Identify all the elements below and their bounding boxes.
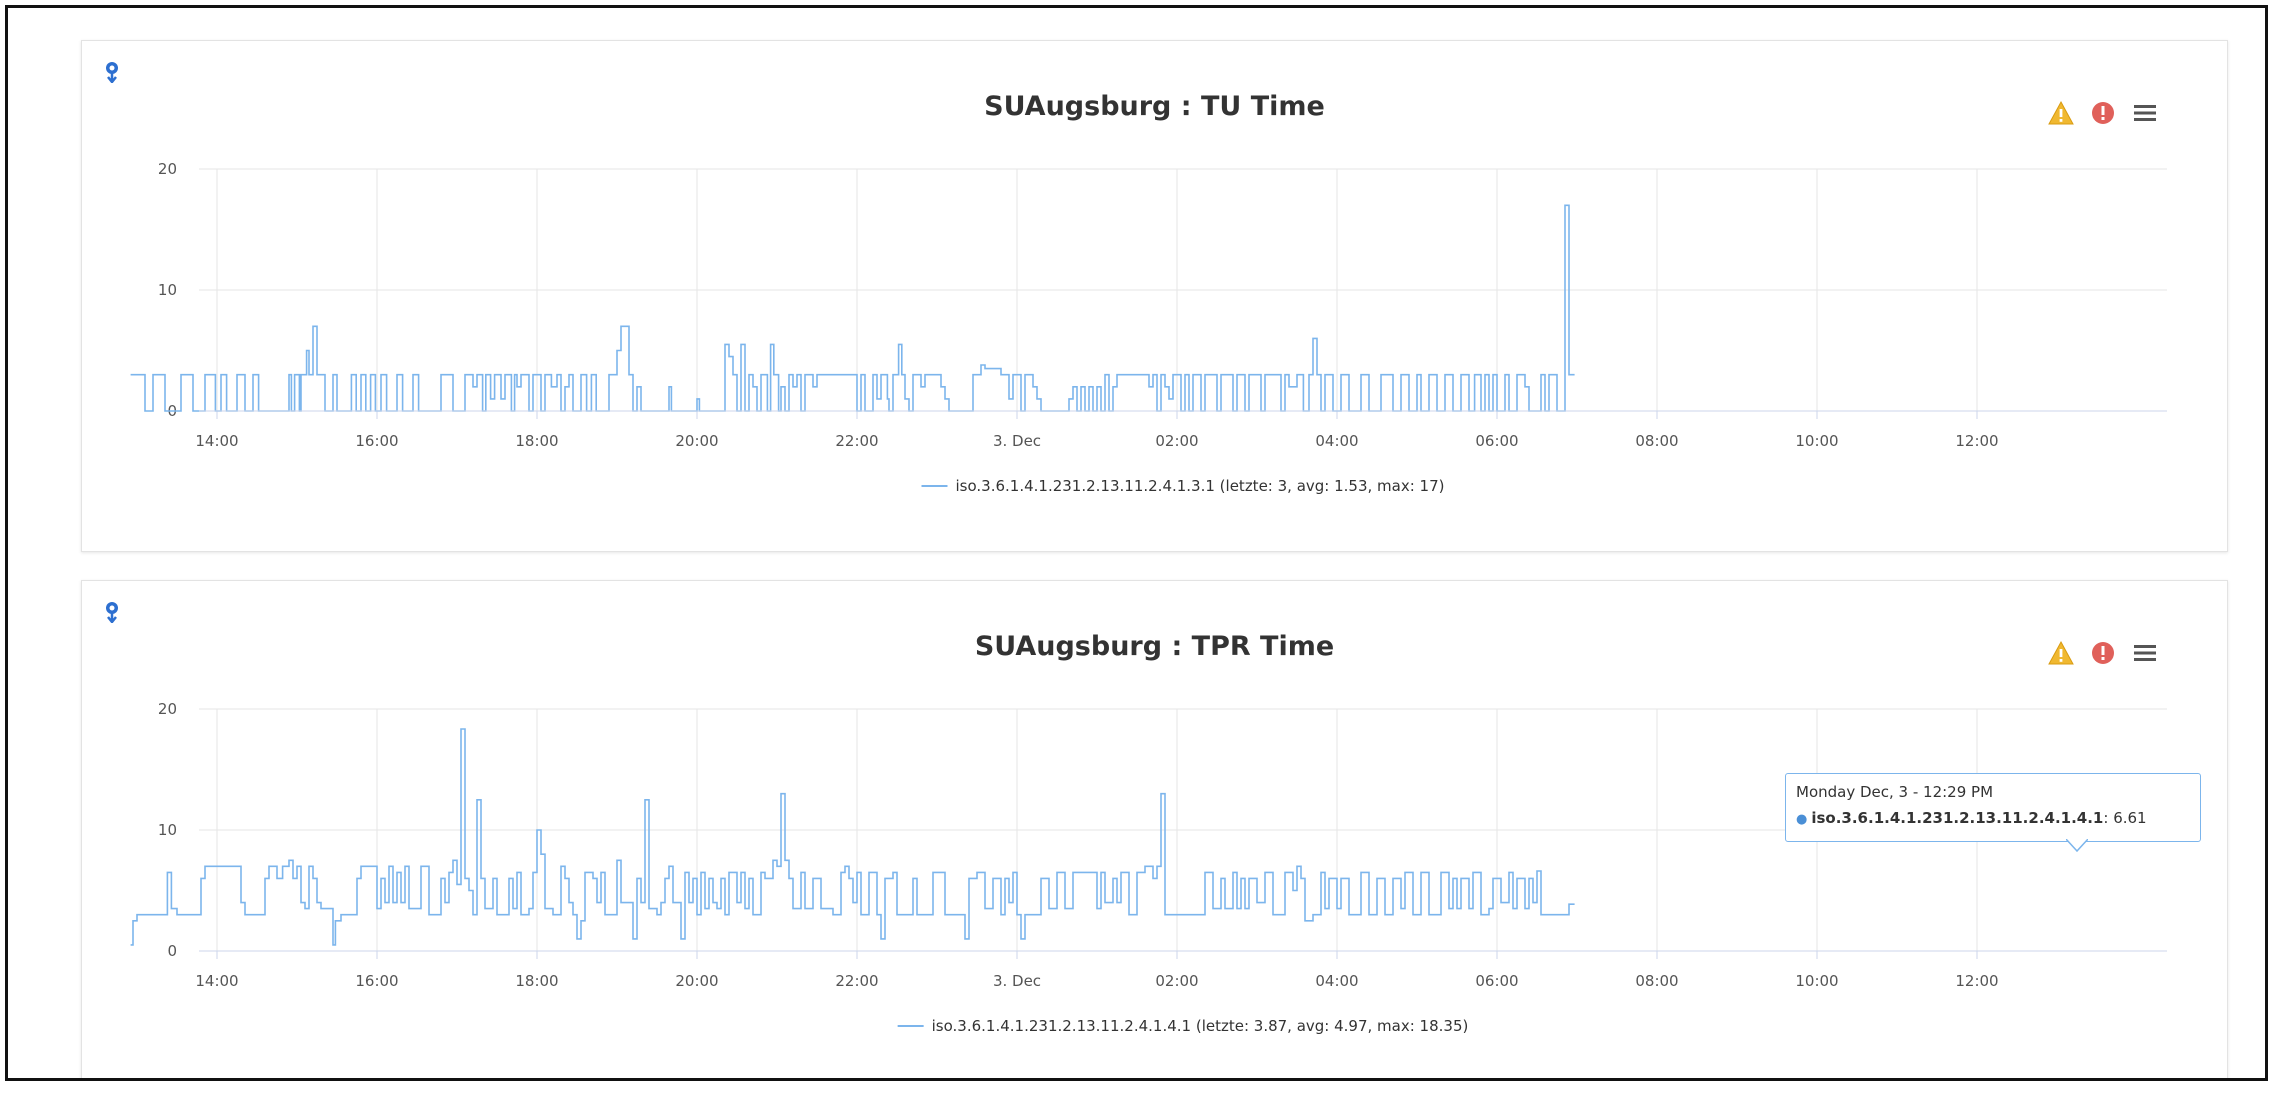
series-line [130, 728, 1575, 946]
chart-title: SUAugsburg : TU Time [984, 91, 1325, 122]
legend-label: iso.3.6.1.4.1.231.2.13.11.2.4.1.4.1 (let… [932, 1017, 1469, 1035]
x-tick-label: 3. Dec [993, 432, 1041, 450]
x-tick-label: 04:00 [1315, 432, 1358, 450]
error-icon[interactable] [2089, 639, 2117, 667]
x-tick-label: 22:00 [835, 972, 878, 990]
x-tick-label: 22:00 [835, 432, 878, 450]
x-tick-label: 14:00 [195, 432, 238, 450]
chart-tooltip: Monday Dec, 3 - 12:29 PM ● iso.3.6.1.4.1.… [1785, 773, 2201, 842]
x-tick-label: 12:00 [1955, 432, 1998, 450]
x-tick-label: 12:00 [1955, 972, 1998, 990]
warning-icon[interactable] [2047, 639, 2075, 667]
tooltip-series-name: iso.3.6.1.4.1.231.2.13.11.2.4.1.4.1 [1811, 809, 2104, 827]
y-tick-label: 20 [158, 160, 177, 178]
menu-icon[interactable] [2131, 99, 2159, 127]
tooltip-arrow [2066, 839, 2088, 853]
x-tick-label: 02:00 [1155, 972, 1198, 990]
x-tick-label: 18:00 [515, 972, 558, 990]
x-tick-label: 16:00 [355, 432, 398, 450]
x-tick-label: 06:00 [1475, 972, 1518, 990]
chart-panel-tpr-time: SUAugsburg : TPR Time 0 10 20 14:00 16:00 18:… [81, 580, 2228, 1078]
tooltip-series-line: ● iso.3.6.1.4.1.231.2.13.11.2.4.1.4.1: 6.… [1796, 809, 2190, 827]
tooltip-series-value: : 6.61 [2103, 809, 2147, 827]
series-bullet: ● [1796, 812, 1808, 827]
chart-toolbar [2047, 99, 2159, 127]
error-icon[interactable] [2089, 99, 2117, 127]
x-tick-label: 02:00 [1155, 432, 1198, 450]
x-tick-label: 18:00 [515, 432, 558, 450]
tooltip-date: Monday Dec, 3 - 12:29 PM [1796, 783, 1994, 801]
x-tick-label: 3. Dec [993, 972, 1041, 990]
pin-icon[interactable] [102, 601, 122, 623]
series-line [130, 204, 1575, 412]
x-tick-label: 20:00 [675, 432, 718, 450]
menu-icon[interactable] [2131, 639, 2159, 667]
y-tick-label: 10 [158, 281, 177, 299]
x-tick-label: 08:00 [1635, 972, 1678, 990]
x-tick-label: 06:00 [1475, 432, 1518, 450]
x-tick-label: 08:00 [1635, 432, 1678, 450]
warning-icon[interactable] [2047, 99, 2075, 127]
y-tick-label: 20 [158, 700, 177, 718]
screenshot-frame: SUAugsburg : TU Time 0 10 20 14:00 16:00 18:0… [5, 5, 2268, 1081]
chart-title: SUAugsburg : TPR Time [974, 631, 1335, 662]
x-tick-label: 10:00 [1795, 432, 1838, 450]
x-tick-label: 16:00 [355, 972, 398, 990]
x-tick-label: 20:00 [675, 972, 718, 990]
y-tick-label: 10 [158, 821, 177, 839]
chart-panel-tu-time: SUAugsburg : TU Time 0 10 20 14:00 16:00 18:0… [81, 40, 2228, 552]
x-tick-label: 14:00 [195, 972, 238, 990]
y-tick-label: 0 [167, 942, 177, 960]
pin-icon[interactable] [102, 61, 122, 83]
chart-toolbar [2047, 639, 2159, 667]
x-tick-label: 04:00 [1315, 972, 1358, 990]
x-tick-label: 10:00 [1795, 972, 1838, 990]
legend-label: iso.3.6.1.4.1.231.2.13.11.2.4.1.3.1 (let… [955, 477, 1444, 495]
